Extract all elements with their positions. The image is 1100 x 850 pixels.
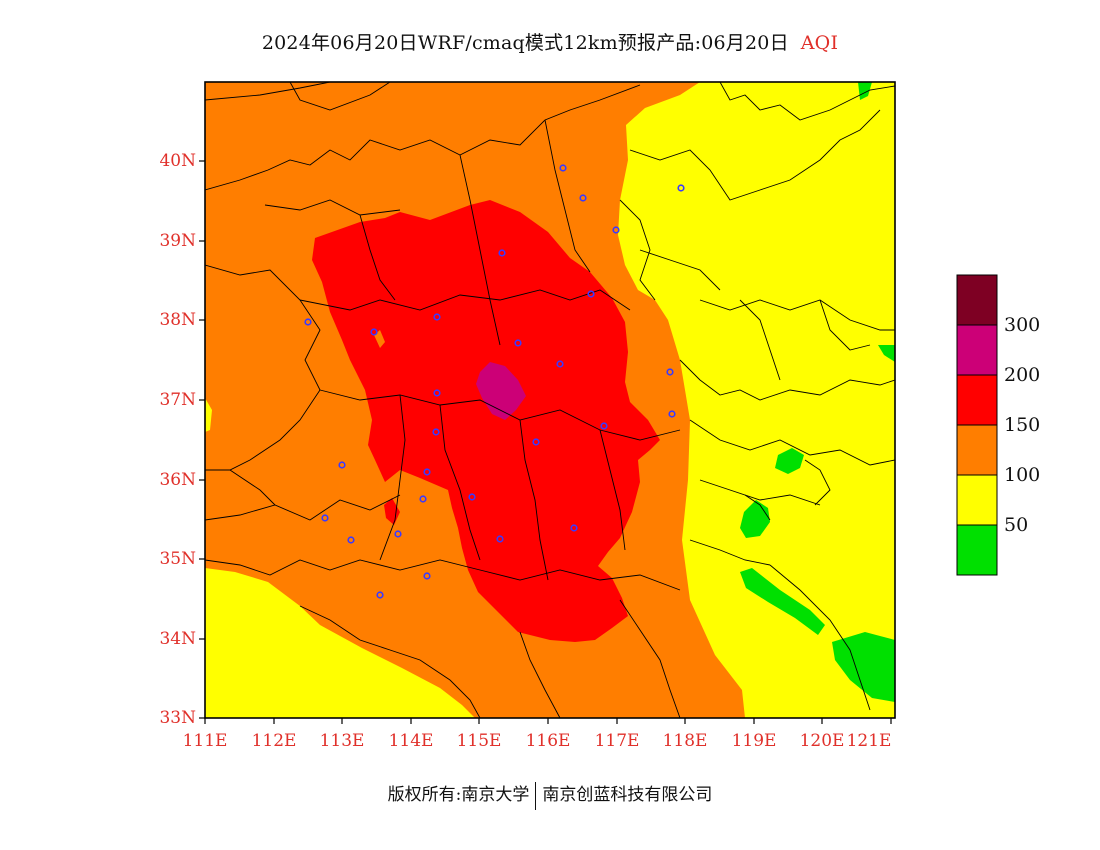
lat-label: 37N: [159, 390, 196, 410]
lon-label: 121E: [846, 731, 892, 751]
legend-swatch-200-300: [956, 324, 998, 376]
map-field: [205, 82, 895, 718]
lat-label: 34N: [159, 629, 196, 649]
legend-swatch-50-100: [956, 474, 998, 526]
aqi-zone-magenta: [476, 362, 526, 420]
lat-label: 36N: [159, 470, 196, 490]
legend-label-100: 100: [1004, 464, 1041, 486]
legend-swatch-150-200: [956, 374, 998, 426]
lon-label: 116E: [525, 731, 571, 751]
aqi-zone-green-coast4: [740, 568, 825, 635]
legend-label-50: 50: [1004, 514, 1029, 536]
aqi-zone-yellow-east: [618, 82, 895, 718]
lon-label: 112E: [251, 731, 297, 751]
aqi-zone-red: [312, 200, 660, 642]
footer-separator: [535, 781, 537, 810]
lat-label: 35N: [159, 549, 196, 569]
aqi-zone-green-southeast: [832, 632, 895, 702]
admin-boundaries: [205, 82, 895, 718]
legend-label-200: 200: [1004, 364, 1041, 386]
aqi-zone-yellow-west: [205, 398, 212, 432]
lon-ticks: [204, 718, 892, 724]
lat-label: 38N: [159, 310, 196, 330]
legend-colorbar: [956, 274, 998, 576]
aqi-zone-green-north: [858, 82, 872, 100]
city-markers: [304, 164, 685, 599]
legend-swatch-100-150: [956, 424, 998, 476]
aqi-zone-green-coast2: [775, 448, 804, 474]
lat-label: 40N: [159, 151, 196, 171]
footer: 版权所有:南京大学 南京创蓝科技有限公司: [0, 780, 1100, 810]
title-variable: AQI: [800, 32, 839, 54]
legend-label-150: 150: [1004, 414, 1041, 436]
footer-company: 南京创蓝科技有限公司: [542, 785, 713, 805]
aqi-zone-red-patch: [384, 498, 400, 525]
lat-ticks: [199, 160, 205, 719]
lat-label: 33N: [159, 708, 196, 728]
footer-copyright: 版权所有:南京大学: [387, 785, 530, 805]
legend-swatch-0-50: [956, 524, 998, 576]
lon-label: 119E: [731, 731, 777, 751]
legend-swatch-300-plus: [956, 274, 998, 326]
legend-label-300: 300: [1004, 314, 1041, 336]
lon-label: 113E: [319, 731, 365, 751]
lat-label: 39N: [159, 231, 196, 251]
lon-label: 120E: [799, 731, 845, 751]
lon-label: 118E: [662, 731, 708, 751]
lon-label: 117E: [594, 731, 640, 751]
lon-label: 114E: [388, 731, 434, 751]
aqi-zone-green-coast1: [878, 345, 895, 362]
aqi-zone-orange-island: [374, 330, 385, 348]
map-title: 2024年06月20日WRF/cmaq模式12km预报产品:06月20日 AQI: [0, 28, 1100, 55]
lon-label: 115E: [456, 731, 502, 751]
aqi-zone-yellow-southwest: [205, 568, 475, 718]
lon-label: 111E: [182, 731, 228, 751]
title-main: 2024年06月20日WRF/cmaq模式12km预报产品:06月20日: [261, 32, 789, 54]
